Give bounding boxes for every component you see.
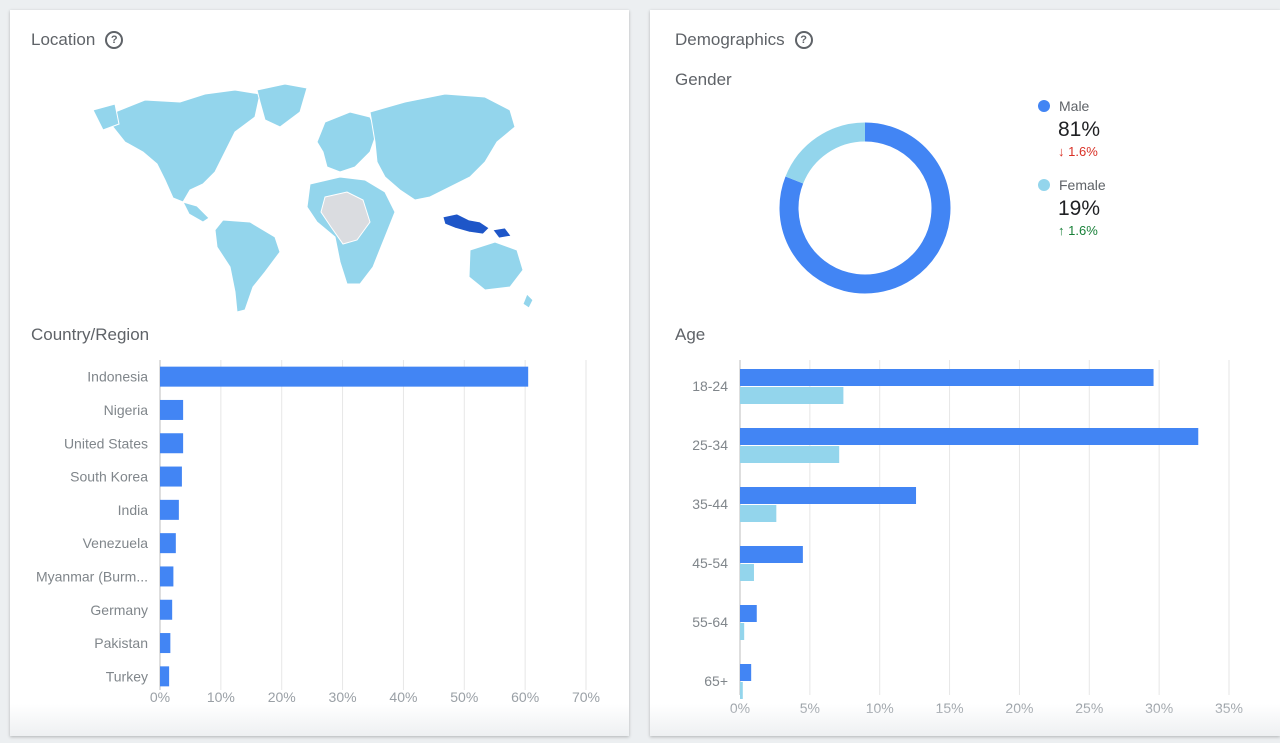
demographics-card: Demographics ? Gender Male 81% ↓ 1.6% Fe… bbox=[650, 10, 1280, 736]
bar bbox=[740, 505, 777, 522]
bar bbox=[740, 487, 917, 504]
location-card: Location ? Countr bbox=[10, 10, 629, 736]
map-region-greenland bbox=[256, 83, 308, 128]
category-label: Venezuela bbox=[83, 535, 149, 551]
x-tick-label: 70% bbox=[572, 689, 600, 705]
map-region-central-america bbox=[182, 201, 210, 223]
map-region-alaska bbox=[92, 103, 120, 131]
demographics-title: Demographics bbox=[675, 30, 785, 49]
world-map[interactable] bbox=[85, 72, 535, 312]
legend-item-female: Female 19% ↑ 1.6% bbox=[1038, 177, 1106, 238]
bar bbox=[160, 499, 179, 520]
bar bbox=[740, 623, 745, 640]
category-label: Indonesia bbox=[87, 369, 148, 385]
bar bbox=[160, 599, 173, 620]
category-label: India bbox=[118, 502, 149, 518]
x-tick-label: 30% bbox=[329, 689, 357, 705]
age-bar-chart: 0% 5% 10% 15% 20% 25% 30% 35% 18-24 25-34 35-44 45-… bbox=[692, 360, 1243, 715]
bar bbox=[740, 664, 752, 681]
category-label: United States bbox=[64, 435, 148, 451]
bar bbox=[160, 433, 184, 454]
map-region-north-america bbox=[112, 89, 261, 203]
female-dot-icon bbox=[1038, 179, 1050, 191]
x-tick-label: 10% bbox=[866, 700, 894, 715]
bar bbox=[160, 399, 184, 420]
help-circle-icon[interactable]: ? bbox=[794, 31, 813, 49]
bar bbox=[740, 605, 757, 622]
location-title: Location bbox=[31, 30, 96, 49]
location-title-row: Location ? bbox=[31, 30, 124, 50]
map-region-indonesia bbox=[442, 213, 490, 235]
bar bbox=[740, 446, 840, 463]
arrow-up-icon: ↑ bbox=[1058, 223, 1065, 238]
x-tick-label: 35% bbox=[1215, 700, 1243, 715]
legend-change-female: ↑ 1.6% bbox=[1058, 223, 1098, 238]
category-label: 65+ bbox=[704, 673, 728, 689]
x-tick-label: 20% bbox=[268, 689, 296, 705]
legend-change-male: ↓ 1.6% bbox=[1058, 144, 1098, 159]
map-region-south-america bbox=[214, 219, 281, 312]
bar bbox=[160, 366, 529, 387]
x-tick-label: 20% bbox=[1005, 700, 1033, 715]
x-tick-label: 50% bbox=[450, 689, 478, 705]
bar bbox=[740, 369, 1154, 386]
category-label: Turkey bbox=[106, 668, 148, 684]
x-tick-label: 0% bbox=[150, 689, 170, 705]
bar bbox=[160, 666, 170, 687]
bar bbox=[160, 533, 176, 554]
category-label: Nigeria bbox=[104, 402, 149, 418]
legend-value-female: 19% bbox=[1058, 197, 1101, 220]
category-label: 25-34 bbox=[692, 437, 728, 453]
demographics-title-row: Demographics ? bbox=[675, 30, 813, 50]
legend-value-male: 81% bbox=[1058, 118, 1101, 141]
x-tick-label: 10% bbox=[207, 689, 235, 705]
gender-title: Gender bbox=[675, 70, 732, 89]
bar bbox=[740, 682, 743, 699]
category-label: 45-54 bbox=[692, 555, 728, 571]
x-tick-label: 25% bbox=[1075, 700, 1103, 715]
bar bbox=[160, 566, 174, 587]
country-bar-chart: 0% 10% 20% 30% 40% 50% 60% 70% Indonesia Nigeria U… bbox=[36, 360, 600, 705]
country-region-title: Country/Region bbox=[31, 325, 150, 344]
category-label: Germany bbox=[90, 602, 148, 618]
age-title: Age bbox=[675, 325, 706, 344]
bar bbox=[740, 387, 844, 404]
male-dot-icon bbox=[1038, 100, 1050, 112]
map-region-europe bbox=[316, 111, 378, 173]
arrow-down-icon: ↓ bbox=[1058, 144, 1065, 159]
x-tick-label: 40% bbox=[389, 689, 417, 705]
x-tick-label: 30% bbox=[1145, 700, 1173, 715]
gender-donut-chart[interactable] bbox=[775, 118, 955, 298]
category-label: 35-44 bbox=[692, 496, 728, 512]
category-label: 55-64 bbox=[692, 614, 728, 630]
category-label: Pakistan bbox=[94, 635, 148, 651]
map-region-new-zealand bbox=[522, 293, 534, 309]
category-label: South Korea bbox=[70, 469, 148, 485]
legend-label-male: Male bbox=[1059, 98, 1090, 114]
legend-label-female: Female bbox=[1059, 177, 1106, 193]
bar bbox=[160, 633, 171, 654]
map-region-no-data-africa bbox=[320, 191, 371, 245]
map-region-indonesia-east bbox=[492, 227, 512, 239]
map-region-australia bbox=[468, 241, 524, 291]
x-tick-label: 15% bbox=[936, 700, 964, 715]
donut-slice-male bbox=[779, 122, 951, 294]
category-label: 18-24 bbox=[692, 378, 728, 394]
gender-legend: Male 81% ↓ 1.6% Female 19% ↑ 1.6% bbox=[1038, 98, 1106, 256]
x-tick-label: 5% bbox=[800, 700, 820, 715]
bar bbox=[740, 546, 803, 563]
bar bbox=[740, 428, 1199, 445]
bar bbox=[160, 466, 182, 487]
x-tick-label: 0% bbox=[730, 700, 750, 715]
help-circle-icon[interactable]: ? bbox=[105, 31, 124, 49]
category-label: Myanmar (Burm... bbox=[36, 568, 148, 584]
x-tick-label: 60% bbox=[511, 689, 539, 705]
bar bbox=[740, 564, 754, 581]
map-region-asia bbox=[369, 93, 516, 201]
donut-slice-female bbox=[785, 122, 866, 184]
legend-item-male: Male 81% ↓ 1.6% bbox=[1038, 98, 1106, 159]
